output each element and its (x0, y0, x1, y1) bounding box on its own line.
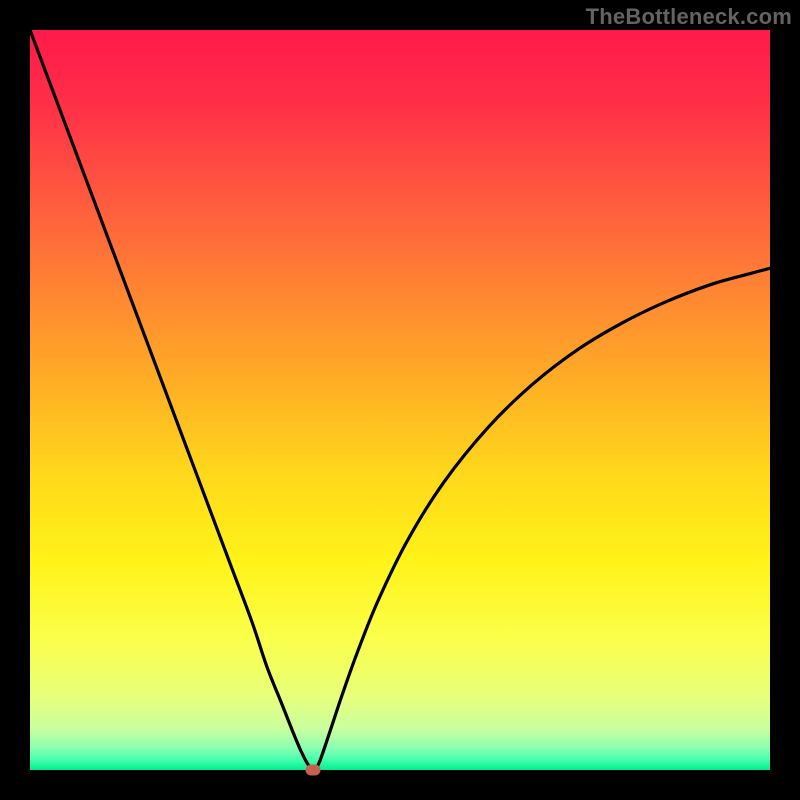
watermark-text: TheBottleneck.com (586, 4, 792, 30)
chart-root: { "canvas": { "width": 800, "height": 80… (0, 0, 800, 800)
minimum-marker (306, 765, 321, 776)
plot-area (30, 30, 770, 770)
bottleneck-curve (30, 30, 770, 770)
